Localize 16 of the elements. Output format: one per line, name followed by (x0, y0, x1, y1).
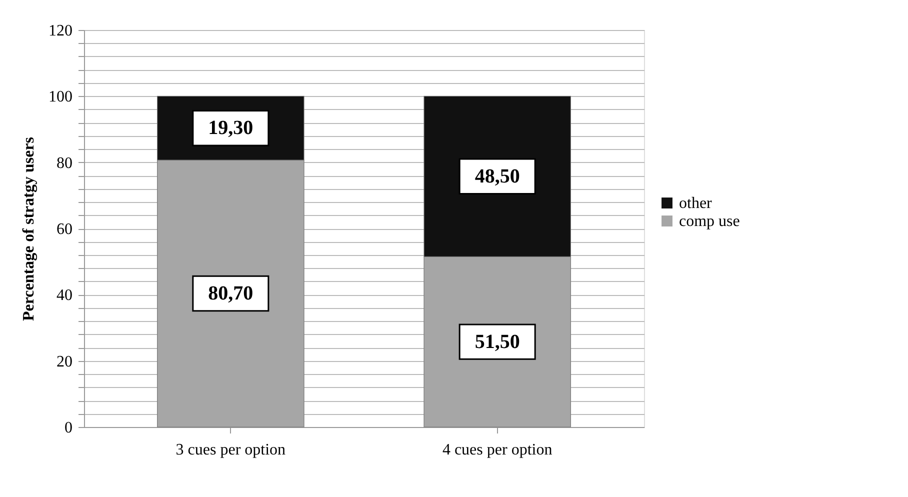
legend-label: other (679, 195, 713, 212)
data-label: 80,70 (208, 282, 254, 305)
x-tick-label: 4 cues per option (442, 442, 552, 458)
y-tick-label: 40 (56, 287, 72, 304)
y-tick-label: 120 (48, 22, 72, 40)
y-tick-label: 60 (56, 221, 72, 238)
data-label: 48,50 (474, 165, 520, 188)
y-tick-label: 100 (48, 88, 72, 106)
y-tick-label: 0 (64, 420, 72, 436)
y-axis-title: Percentage of stratgy users (20, 136, 38, 322)
x-tick-label: 3 cues per option (176, 442, 286, 458)
y-tick-label: 80 (56, 154, 72, 172)
legend-label: comp use (679, 213, 740, 230)
data-label: 51,50 (474, 330, 520, 353)
y-tick-label: 20 (56, 353, 72, 370)
data-label: 19,30 (208, 117, 254, 140)
